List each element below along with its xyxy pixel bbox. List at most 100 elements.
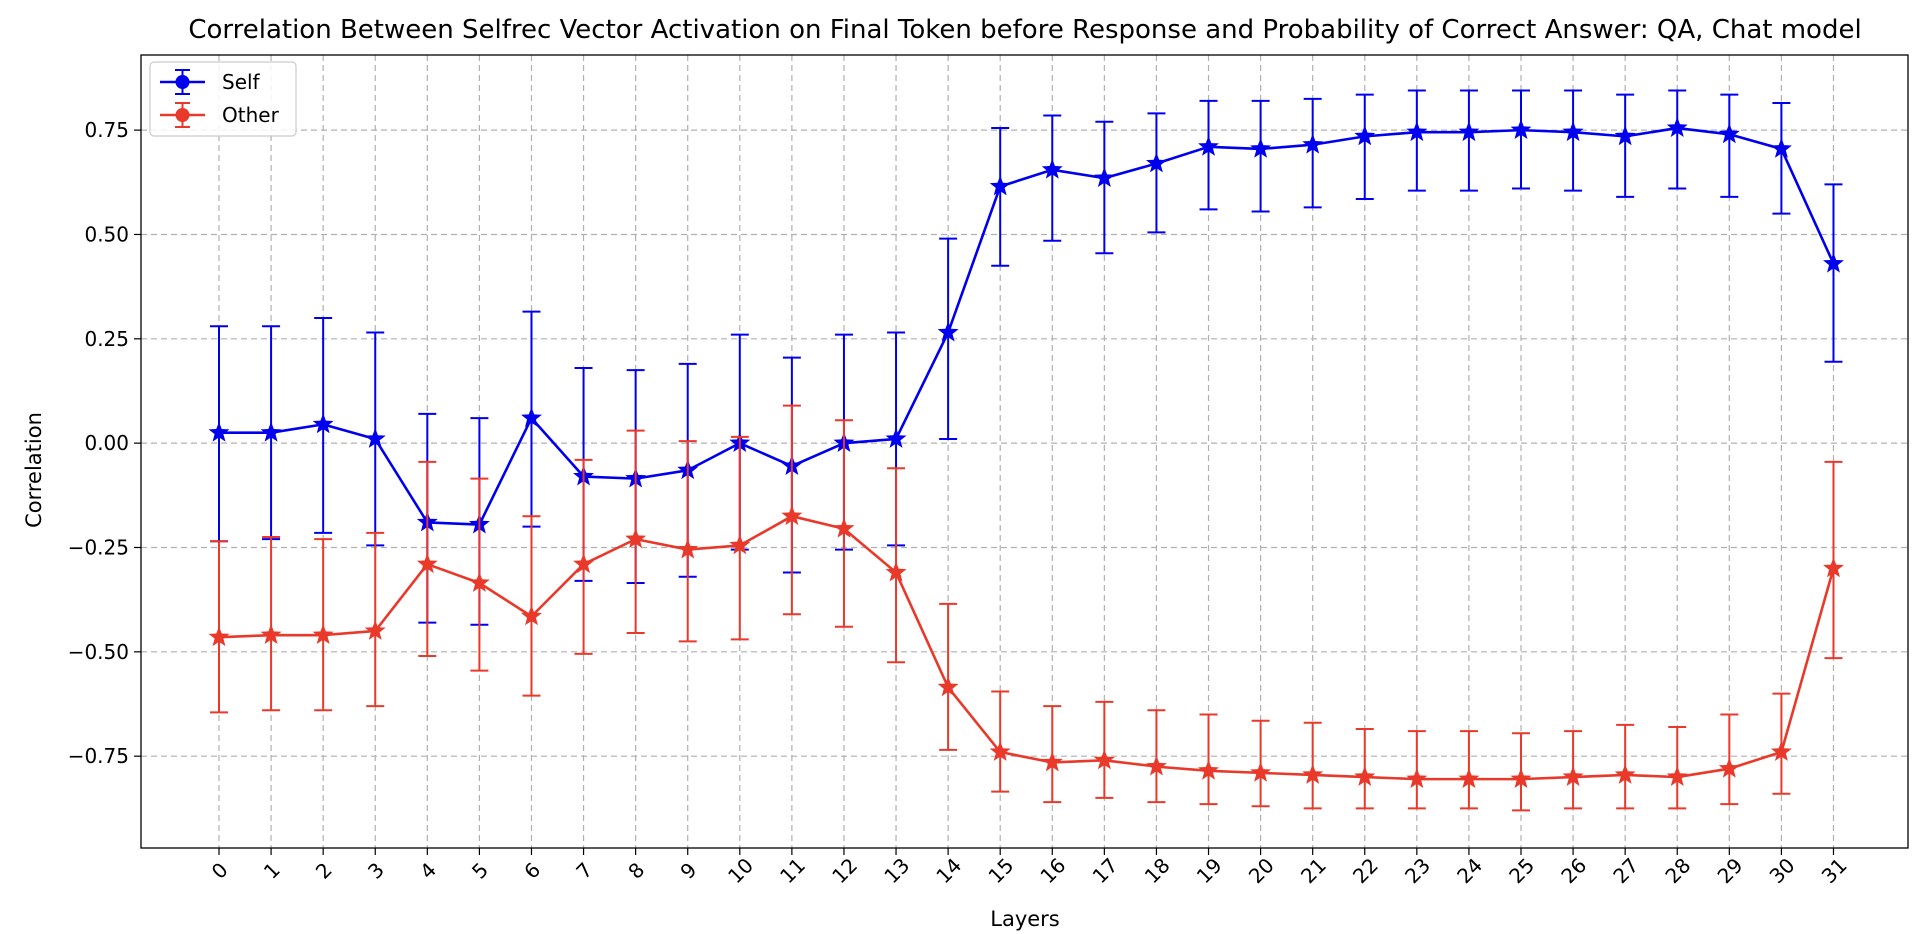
data-point xyxy=(677,538,699,559)
data-point xyxy=(1250,137,1272,158)
data-point xyxy=(1770,137,1792,158)
series-line xyxy=(218,514,1835,781)
x-tick-label: 9 xyxy=(675,858,701,884)
data-point xyxy=(1041,158,1063,179)
legend-item-self: Self xyxy=(160,69,261,95)
data-point xyxy=(1145,755,1167,776)
x-tick-label: 19 xyxy=(1192,853,1227,888)
data-point xyxy=(1406,121,1428,142)
legend-marker xyxy=(175,108,190,122)
data-point xyxy=(625,528,647,549)
data-point xyxy=(208,421,230,442)
data-point xyxy=(573,553,595,574)
x-tick-label: 17 xyxy=(1088,853,1123,888)
x-tick-label: 0 xyxy=(207,858,233,884)
data-point xyxy=(1614,125,1636,146)
x-tick-label: 15 xyxy=(983,853,1018,888)
x-tick-label: 7 xyxy=(571,858,597,884)
data-point xyxy=(1823,252,1844,273)
data-point xyxy=(1562,121,1584,142)
data-point xyxy=(1770,741,1792,761)
x-tick-label: 23 xyxy=(1400,853,1435,888)
data-point xyxy=(781,505,803,526)
data-point xyxy=(1250,761,1272,782)
data-point xyxy=(312,413,334,434)
data-point xyxy=(1145,152,1167,173)
x-tick-label: 30 xyxy=(1765,853,1800,888)
legend: Self Other xyxy=(149,61,297,137)
grid xyxy=(141,55,1908,848)
data-point xyxy=(416,553,438,574)
data-point xyxy=(1510,119,1532,140)
data-point xyxy=(1093,167,1115,188)
x-tick-label: 29 xyxy=(1713,853,1748,888)
data-point xyxy=(1718,123,1740,144)
legend-item-other: Other xyxy=(160,102,280,128)
x-tick-label: 16 xyxy=(1036,853,1071,888)
x-tick-label: 14 xyxy=(931,853,966,888)
data-point xyxy=(521,407,542,428)
y-tick-label: −0.75 xyxy=(68,744,129,768)
plot-frame xyxy=(140,54,1909,849)
legend-label: Other xyxy=(222,103,280,127)
data-point xyxy=(1406,768,1428,789)
x-tick-label: 10 xyxy=(723,853,758,888)
x-tick-label: 1 xyxy=(259,858,285,884)
data-point xyxy=(1718,757,1740,778)
x-tick-label: 3 xyxy=(363,858,389,884)
legend-marker xyxy=(175,75,190,89)
data-point xyxy=(937,321,959,342)
x-tick-label: 4 xyxy=(415,858,441,884)
series-line xyxy=(219,126,1835,526)
x-tick-label: 12 xyxy=(827,853,862,888)
series-other xyxy=(208,404,1844,812)
data-point xyxy=(729,534,751,555)
x-tick-label: 28 xyxy=(1660,853,1695,888)
data-point xyxy=(1458,121,1480,142)
x-tick-label: 2 xyxy=(311,858,337,884)
data-point xyxy=(1354,766,1376,786)
x-tick-label: 21 xyxy=(1296,853,1331,888)
data-point xyxy=(1041,751,1063,772)
x-tick-label: 22 xyxy=(1348,853,1383,888)
legend-label: Self xyxy=(222,70,261,94)
data-point xyxy=(1458,768,1480,789)
data-point xyxy=(1198,759,1219,780)
series-self xyxy=(208,89,1844,626)
x-tick-label: 11 xyxy=(775,853,810,888)
x-tick-label: 8 xyxy=(623,858,649,884)
data-point xyxy=(312,624,334,645)
data-point xyxy=(364,619,386,640)
y-tick-label: −0.50 xyxy=(68,640,129,664)
data-point xyxy=(1302,763,1324,784)
x-axis-label: Layers xyxy=(990,907,1060,931)
x-tick-label: 18 xyxy=(1140,853,1175,888)
y-axis-label: Correlation xyxy=(22,412,46,528)
y-tick-label: −0.25 xyxy=(68,535,129,559)
y-tick-label: 0.25 xyxy=(84,327,129,351)
data-point xyxy=(833,517,855,538)
data-point xyxy=(885,427,907,448)
data-point xyxy=(260,421,282,442)
data-point xyxy=(1666,766,1688,786)
data-point xyxy=(364,427,386,448)
y-tick-label: 0.75 xyxy=(84,118,129,142)
x-tick-label: 26 xyxy=(1556,853,1591,888)
data-point xyxy=(468,571,490,592)
data-point xyxy=(208,626,230,647)
x-tick-label: 24 xyxy=(1452,853,1487,888)
data-point xyxy=(1666,117,1688,137)
chart-title: Correlation Between Selfrec Vector Activ… xyxy=(188,15,1861,45)
data-point xyxy=(260,624,282,645)
plot-area xyxy=(208,89,1844,812)
x-tick-label: 5 xyxy=(467,858,493,884)
data-point xyxy=(937,676,959,697)
y-tick-label: 0.50 xyxy=(84,222,129,246)
data-point xyxy=(1198,135,1219,156)
x-tick-label: 31 xyxy=(1817,853,1852,888)
x-tick-label: 25 xyxy=(1504,853,1539,888)
data-point xyxy=(1093,749,1115,770)
x-tick-label: 27 xyxy=(1608,853,1643,888)
data-point xyxy=(989,175,1011,196)
